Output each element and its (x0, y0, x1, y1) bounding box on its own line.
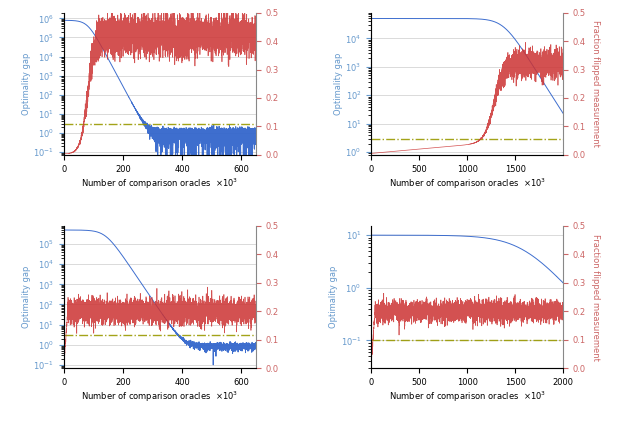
X-axis label: Number of comparison oracles  ×$10^3$: Number of comparison oracles ×$10^3$ (81, 176, 239, 191)
Y-axis label: Optimality gap: Optimality gap (329, 266, 338, 328)
Y-axis label: Optimality gap: Optimality gap (333, 52, 342, 115)
Y-axis label: Optimality gap: Optimality gap (22, 266, 31, 328)
X-axis label: Number of comparison oracles  ×$10^3$: Number of comparison oracles ×$10^3$ (388, 176, 546, 191)
Y-axis label: Optimality gap: Optimality gap (22, 52, 31, 115)
X-axis label: Number of comparison oracles  ×$10^3$: Number of comparison oracles ×$10^3$ (81, 390, 239, 404)
Y-axis label: Fraction flipped measurement: Fraction flipped measurement (591, 233, 600, 360)
X-axis label: Number of comparison oracles  ×$10^3$: Number of comparison oracles ×$10^3$ (388, 390, 546, 404)
Y-axis label: Fraction flipped measurement: Fraction flipped measurement (591, 20, 600, 147)
